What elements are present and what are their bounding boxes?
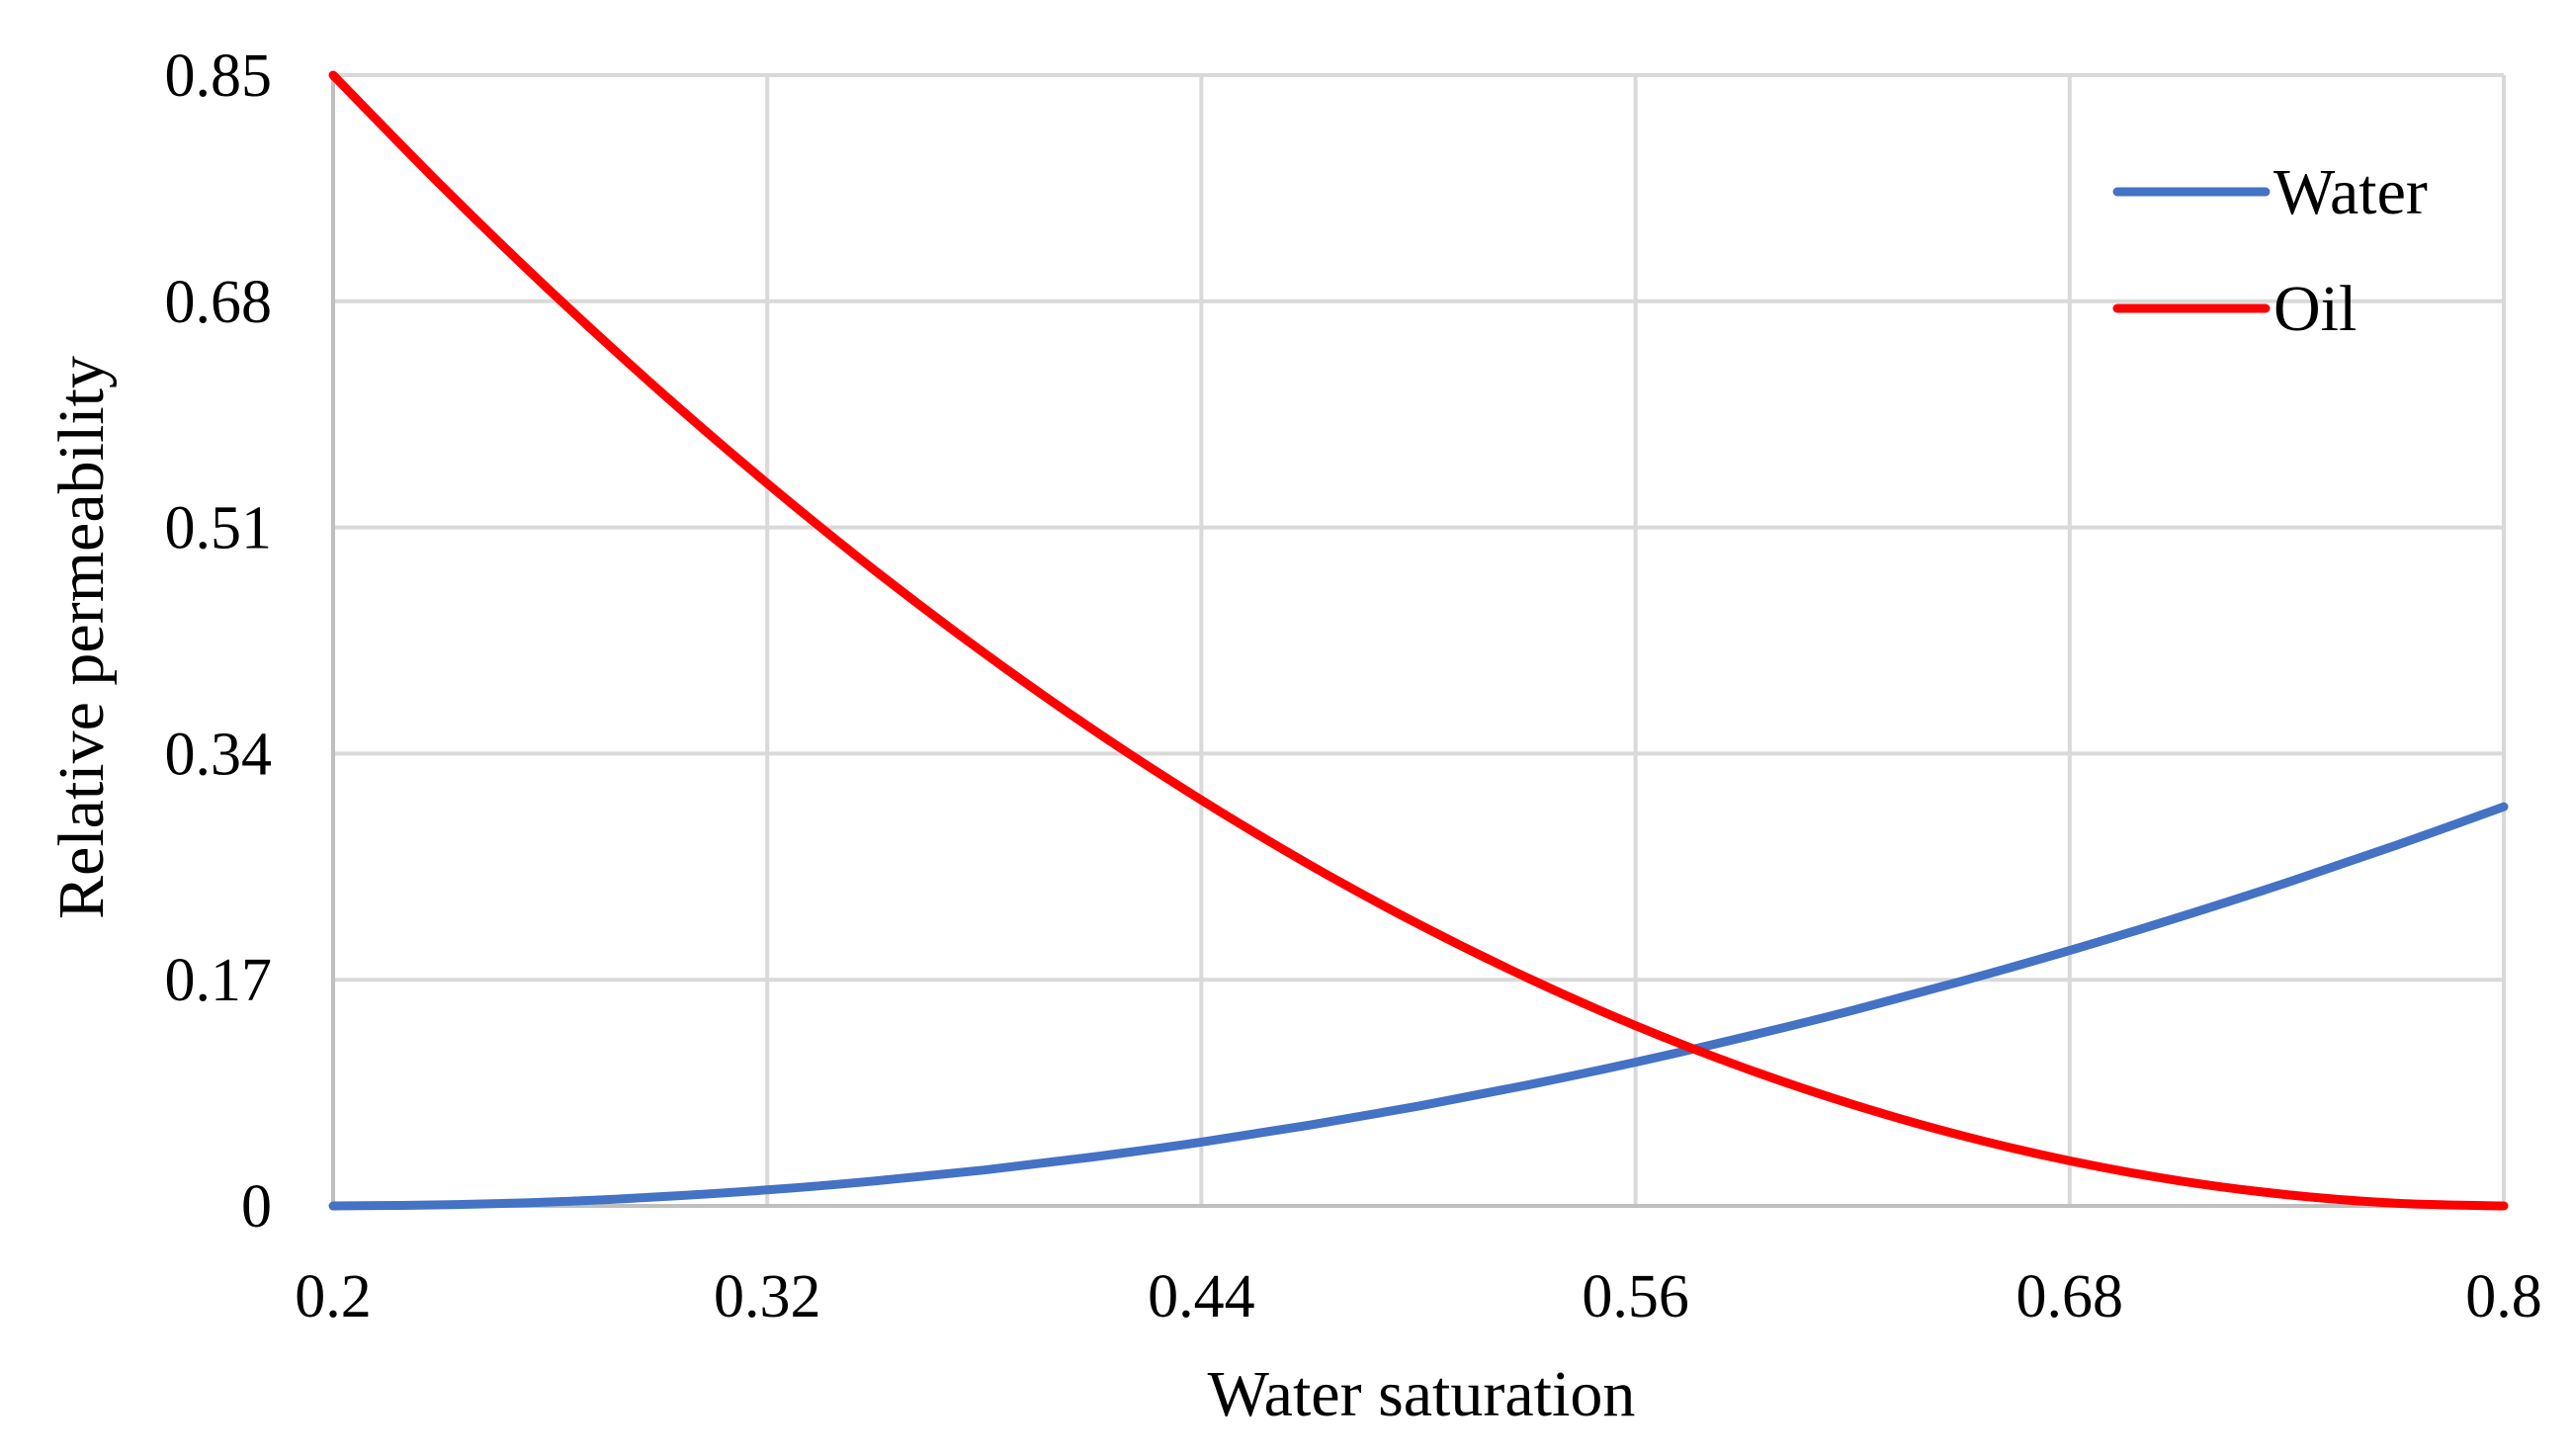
series-line-water [328,802,2509,1211]
x-tick-label: 0.44 [1148,1263,1255,1330]
y-tick-label: 0.51 [165,495,273,562]
legend-item-water: Water [2112,156,2428,228]
series [328,70,2509,1211]
x-tick-label: 0.2 [295,1263,372,1330]
legend-label-oil: Oil [2273,273,2357,345]
x-tick-label: 0.68 [2016,1263,2124,1330]
legend: Water Oil [2112,156,2428,345]
x-tick-label: 0.56 [1582,1263,1689,1330]
y-axis-title: Relative permeability [45,356,118,919]
tick-labels: 0 0.17 0.34 0.51 0.68 0.85 0.2 0.32 0.44 0.56 0.68… [165,43,2542,1330]
series-line-oil [328,70,2509,1211]
y-tick-label: 0.34 [165,721,273,788]
y-tick-label: 0 [241,1173,272,1241]
y-tick-label: 0.85 [165,43,273,110]
legend-item-oil: Oil [2112,273,2357,345]
axes [331,75,2504,1208]
x-axis-title: Water saturation [1208,1358,1636,1430]
x-tick-label: 0.32 [714,1263,821,1330]
legend-label-water: Water [2273,156,2428,228]
y-tick-label: 0.17 [165,947,273,1014]
x-tick-label: 0.8 [2465,1263,2542,1330]
grid [333,73,2506,1206]
y-tick-label: 0.68 [165,269,273,336]
